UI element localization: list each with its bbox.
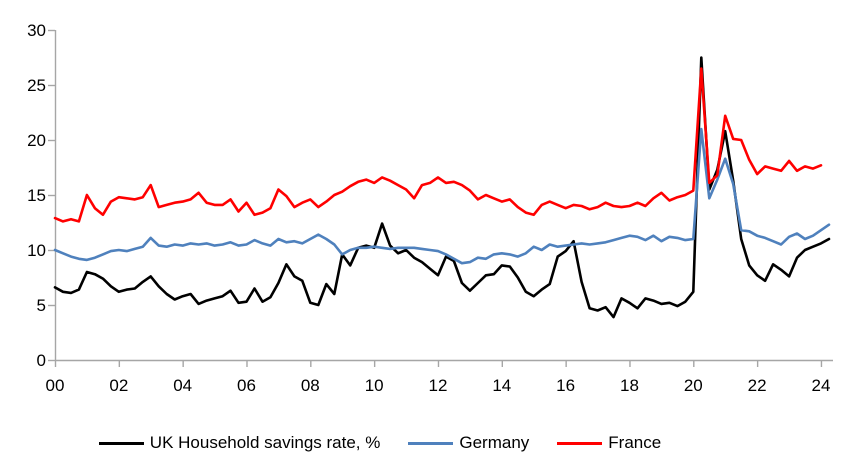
y-tick-label: 5 xyxy=(37,296,46,315)
y-tick-label: 10 xyxy=(27,241,46,260)
y-tick-label: 20 xyxy=(27,131,46,150)
x-tick-label: 22 xyxy=(748,376,767,395)
legend-label-germany: Germany xyxy=(459,433,530,452)
x-tick-label: 04 xyxy=(173,376,192,395)
legend-item-france: France xyxy=(557,433,661,453)
legend-label-uk: UK Household savings rate, % xyxy=(149,433,381,452)
series-line-germany xyxy=(53,127,831,265)
y-tick-label: 0 xyxy=(37,351,46,370)
y-tick-label: 25 xyxy=(27,76,46,95)
x-tick-label: 06 xyxy=(237,376,256,395)
x-tick-label: 12 xyxy=(429,376,448,395)
y-tick-label: 15 xyxy=(27,186,46,205)
x-tick-label: 02 xyxy=(109,376,128,395)
germany-line-swatch xyxy=(408,441,454,445)
series-line-france xyxy=(53,67,823,223)
legend: UK Household savings rate, % Germany Fra… xyxy=(0,433,760,453)
legend-label-france: France xyxy=(608,433,662,452)
x-tick-label: 24 xyxy=(811,376,830,395)
x-tick-label: 18 xyxy=(620,376,639,395)
legend-item-uk: UK Household savings rate, % xyxy=(98,433,381,453)
x-tick-label: 20 xyxy=(684,376,703,395)
legend-item-germany: Germany xyxy=(408,433,529,453)
x-tick-label: 00 xyxy=(46,376,65,395)
france-line-swatch xyxy=(557,441,603,445)
x-tick-label: 10 xyxy=(365,376,384,395)
x-tick-label: 16 xyxy=(556,376,575,395)
chart-svg: 0 5 10 15 20 25 30 00 02 04 06 08 10 12 14 16 18 20 22 24 xyxy=(27,21,833,395)
uk-line-swatch xyxy=(98,441,144,445)
x-tick-label: 08 xyxy=(301,376,320,395)
y-tick-label: 30 xyxy=(27,21,46,40)
x-tick-label: 14 xyxy=(492,376,511,395)
